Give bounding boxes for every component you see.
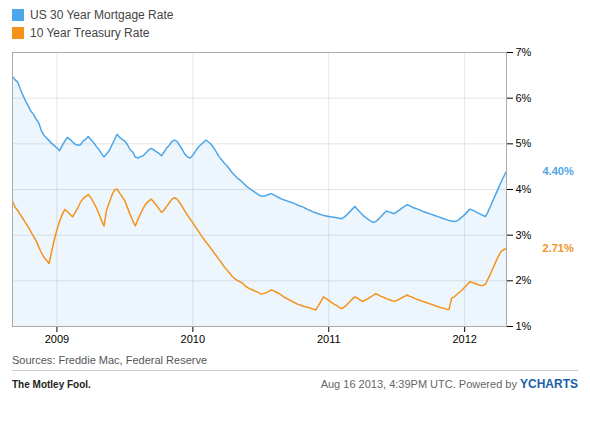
svg-text:6%: 6% [516, 92, 532, 104]
html-text:The Motley Fool.: The Motley Fool. [12, 378, 91, 390]
html-text:Aug 16 2013, 4:39PM UTC. Power: Aug 16 2013, 4:39PM UTC. Powered by YCHA… [320, 377, 578, 391]
html-text:US 30 Year Mortgage Rate: US 30 Year Mortgage Rate [30, 8, 174, 22]
svg-text:5%: 5% [516, 137, 532, 149]
html-text:10 Year Treasury Rate: 10 Year Treasury Rate [30, 26, 150, 40]
svg-text:7%: 7% [516, 46, 532, 58]
svg-text:2%: 2% [516, 274, 532, 286]
html-text:Sources: Freddie Mac, Federal: Sources: Freddie Mac, Federal Reserve [12, 354, 207, 366]
svg-text:3%: 3% [516, 229, 532, 241]
svg-text:4.40%: 4.40% [543, 165, 574, 177]
svg-text:2011: 2011 [317, 333, 341, 345]
svg-text:4%: 4% [516, 183, 532, 195]
svg-text:2.71%: 2.71% [543, 242, 574, 254]
svg-text:2012: 2012 [452, 333, 476, 345]
svg-text:1%: 1% [516, 320, 532, 332]
svg-text:2010: 2010 [181, 333, 205, 345]
svg-text:2009: 2009 [45, 333, 69, 345]
